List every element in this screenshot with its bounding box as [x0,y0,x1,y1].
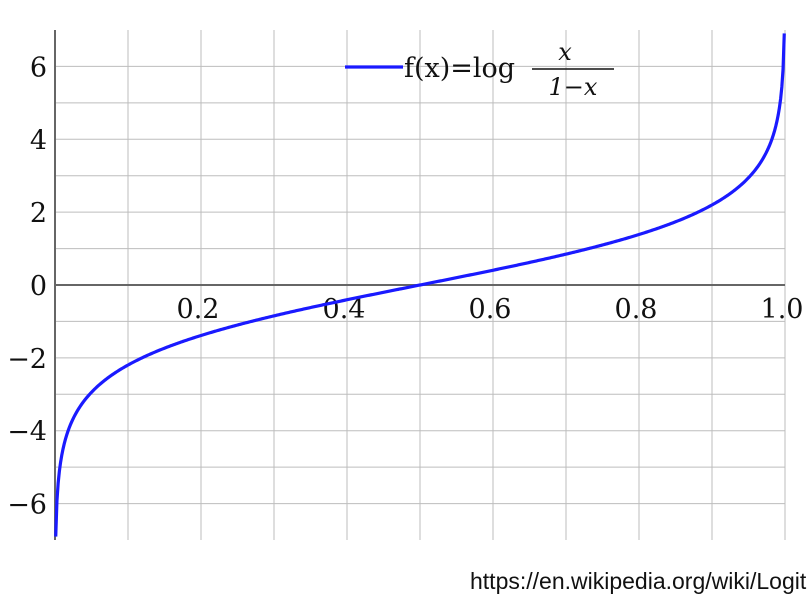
legend-label-prefix: f(x)=log [404,53,515,84]
source-caption: https://en.wikipedia.org/wiki/Logit [470,568,807,594]
legend-label-numerator: x [558,38,572,66]
x-tick-labels: 0.2 0.4 0.6 0.8 1.0 [177,294,804,325]
y-tick-label: 4 [30,125,47,156]
series-line [54,33,786,537]
x-tick-label: 0.2 [177,294,220,325]
y-tick-labels: −6 −4 −2 0 2 4 6 [7,52,47,520]
y-tick-label: 2 [30,198,47,229]
grid [55,30,786,540]
x-tick-label: 0.8 [615,294,658,325]
y-tick-label: −4 [7,417,47,448]
legend-label-denominator: 1−x [549,73,598,101]
y-tick-label: −2 [7,344,47,375]
y-tick-label: 0 [30,271,47,302]
x-tick-label: 0.6 [469,294,512,325]
y-tick-label: −6 [7,490,47,521]
legend: f(x)=log x 1−x [345,38,614,101]
x-tick-label: 1.0 [761,294,804,325]
y-tick-label: 6 [30,52,47,83]
